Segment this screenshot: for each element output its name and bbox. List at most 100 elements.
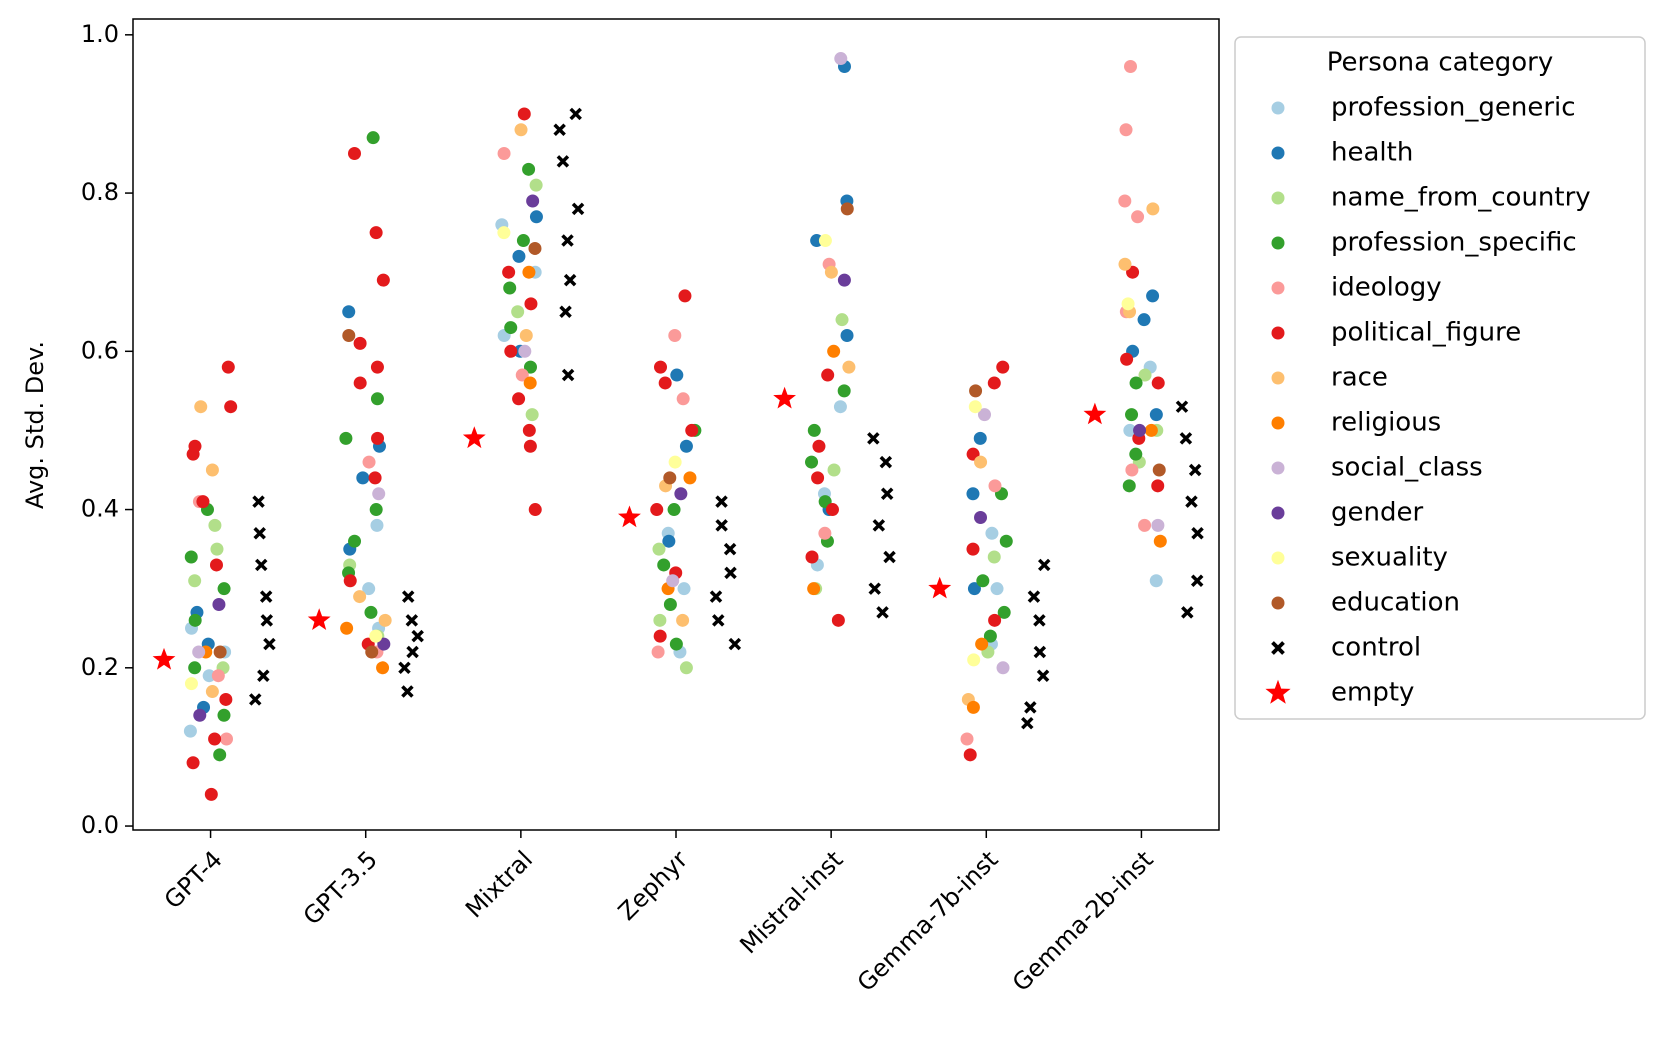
point: [1137, 313, 1151, 327]
point: [985, 526, 999, 540]
x-tick-label: Zephyr: [613, 845, 694, 926]
point: [1153, 534, 1167, 548]
point: [975, 637, 989, 651]
point: [1271, 416, 1285, 430]
point: [376, 661, 390, 675]
point: [967, 653, 981, 667]
control-marker: [259, 590, 273, 603]
point: [1146, 289, 1160, 303]
point: [347, 147, 361, 161]
point: [369, 629, 383, 643]
point: [973, 431, 987, 445]
y-tick-label: 0.6: [81, 336, 119, 364]
legend-label: education: [1331, 588, 1460, 618]
control-marker: [406, 645, 419, 659]
control-marker: [880, 487, 894, 500]
point: [217, 582, 231, 596]
point: [512, 392, 526, 406]
legend-title: Persona category: [1327, 48, 1553, 78]
point: [514, 123, 528, 137]
x-tick-label: GPT-3.5: [298, 845, 383, 930]
control-marker: [571, 202, 585, 216]
point: [685, 423, 699, 437]
point: [1119, 123, 1133, 137]
point: [213, 645, 227, 659]
point: [978, 408, 992, 422]
point: [678, 289, 692, 303]
point: [370, 360, 384, 374]
point: [1138, 518, 1152, 532]
point: [974, 455, 988, 469]
point: [657, 558, 671, 572]
control-marker: [401, 685, 414, 698]
control-marker: [1191, 527, 1204, 540]
control-marker: [715, 495, 728, 508]
point: [811, 471, 825, 485]
point: [217, 708, 231, 722]
point: [353, 336, 367, 350]
x-tick-label: Mistral-inst: [735, 845, 849, 959]
point: [205, 463, 219, 477]
point: [192, 645, 206, 659]
point: [650, 503, 664, 517]
point: [342, 305, 356, 319]
point: [186, 756, 200, 770]
control-marker: [252, 495, 265, 508]
point: [1151, 376, 1165, 390]
point: [966, 700, 980, 714]
control-marker: [712, 614, 725, 627]
point: [377, 637, 391, 651]
point: [362, 455, 376, 469]
point: [196, 495, 210, 509]
point: [987, 376, 1001, 390]
point: [842, 360, 856, 374]
point: [840, 202, 854, 216]
legend-label: race: [1331, 363, 1388, 393]
control-marker: [868, 582, 881, 595]
point: [834, 52, 848, 66]
empty-marker: [773, 386, 796, 409]
point: [1152, 463, 1166, 477]
x-tick-label: GPT-4: [159, 845, 228, 914]
control-marker: [405, 614, 419, 627]
point: [837, 384, 851, 398]
point: [666, 574, 680, 588]
control-marker: [260, 614, 274, 627]
legend-label: religious: [1331, 408, 1441, 438]
control-marker: [715, 519, 728, 532]
point: [653, 613, 667, 627]
point: [969, 384, 983, 398]
point: [966, 487, 980, 501]
point: [1271, 551, 1285, 565]
plot-area: 0.0 0.2 0.4 0.6 0.8 1.0 GPT-4 GPT-3.5 Mixtral Zep…: [81, 18, 1220, 997]
point: [997, 605, 1011, 619]
point: [679, 439, 693, 453]
point: [818, 526, 832, 540]
point: [348, 534, 362, 548]
point: [212, 598, 226, 612]
point: [963, 748, 977, 762]
control-marker: [867, 432, 880, 445]
legend-label: control: [1331, 633, 1421, 663]
point: [1125, 408, 1139, 422]
point: [519, 328, 533, 342]
axes-frame: [132, 18, 1220, 831]
point: [365, 645, 379, 659]
legend: Persona category profession_generichealth…: [1234, 36, 1646, 720]
point: [669, 637, 683, 651]
point: [502, 265, 516, 279]
point: [523, 439, 537, 453]
point: [353, 376, 367, 390]
control-marker: [1024, 701, 1037, 714]
point: [966, 542, 980, 556]
legend-label: profession_generic: [1331, 93, 1576, 123]
control-marker: [1033, 645, 1047, 659]
x-tick-label: Gemma-7b-inst: [852, 845, 1004, 997]
control-marker: [1181, 606, 1194, 619]
point: [511, 305, 525, 319]
point: [663, 598, 677, 612]
point: [528, 503, 542, 517]
control-marker: [709, 590, 723, 603]
point: [188, 574, 202, 588]
legend-label: profession_specific: [1331, 228, 1577, 258]
